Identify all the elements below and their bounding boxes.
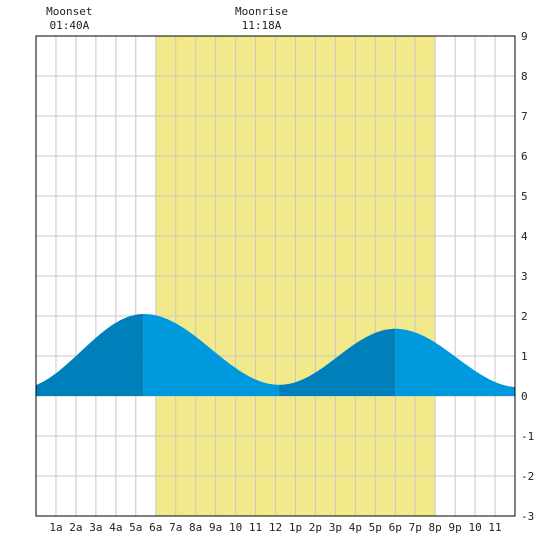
tide-area-segment-3 <box>279 328 396 396</box>
x-tick-label: 1a <box>49 521 62 534</box>
tide-area-segment-2 <box>143 314 280 396</box>
moon-event-label: Moonset <box>46 5 92 18</box>
tide-area-layer <box>36 314 515 396</box>
y-tick-label: 1 <box>521 350 528 363</box>
moon-event-time: 11:18A <box>242 19 282 32</box>
x-tick-label: 3a <box>89 521 102 534</box>
x-tick-label: 5a <box>129 521 142 534</box>
x-tick-label: 4a <box>109 521 122 534</box>
y-tick-label: 3 <box>521 270 528 283</box>
x-tick-label: 8a <box>189 521 202 534</box>
y-tick-label: 7 <box>521 110 528 123</box>
y-tick-label: -3 <box>521 510 534 523</box>
x-tick-label: 10 <box>229 521 242 534</box>
y-tick-label: 2 <box>521 310 528 323</box>
y-tick-labels: 9 8 7 6 5 4 3 2 1 0 -1 -2 -3 <box>521 30 534 523</box>
y-tick-label: -2 <box>521 470 534 483</box>
x-tick-label: 11 <box>488 521 501 534</box>
y-tick-label: 4 <box>521 230 528 243</box>
x-tick-label: 11 <box>249 521 262 534</box>
y-tick-label: 9 <box>521 30 528 43</box>
moon-event-time: 01:40A <box>49 19 89 32</box>
x-tick-label: 7a <box>169 521 182 534</box>
x-tick-label: 5p <box>369 521 382 534</box>
y-tick-label: 0 <box>521 390 528 403</box>
x-tick-label: 9p <box>449 521 462 534</box>
x-tick-label: 7p <box>409 521 422 534</box>
x-tick-label: 4p <box>349 521 362 534</box>
x-tick-labels: 1a 2a 3a 4a 5a 6a 7a 8a 9a 10 11 12 1p 2p 3p 4p 5p 6p 7p 8p… <box>49 521 501 534</box>
x-tick-label: 8p <box>429 521 442 534</box>
tide-area-segment-1 <box>36 314 144 396</box>
x-tick-label: 2p <box>309 521 322 534</box>
y-tick-label: -1 <box>521 430 534 443</box>
y-tick-label: 5 <box>521 190 528 203</box>
tide-area-segment-4 <box>395 328 515 396</box>
plot-frame <box>35 35 516 517</box>
x-tick-label: 2a <box>69 521 82 534</box>
y-tick-label: 6 <box>521 150 528 163</box>
x-tick-label: 1p <box>289 521 302 534</box>
y-tick-label: 8 <box>521 70 528 83</box>
x-tick-label: 3p <box>329 521 342 534</box>
x-tick-label: 6p <box>389 521 402 534</box>
x-tick-label: 10 <box>468 521 481 534</box>
x-tick-label: 12 <box>269 521 282 534</box>
moon-event-label: Moonrise <box>235 5 288 18</box>
x-tick-label: 9a <box>209 521 222 534</box>
x-tick-label: 6a <box>149 521 162 534</box>
